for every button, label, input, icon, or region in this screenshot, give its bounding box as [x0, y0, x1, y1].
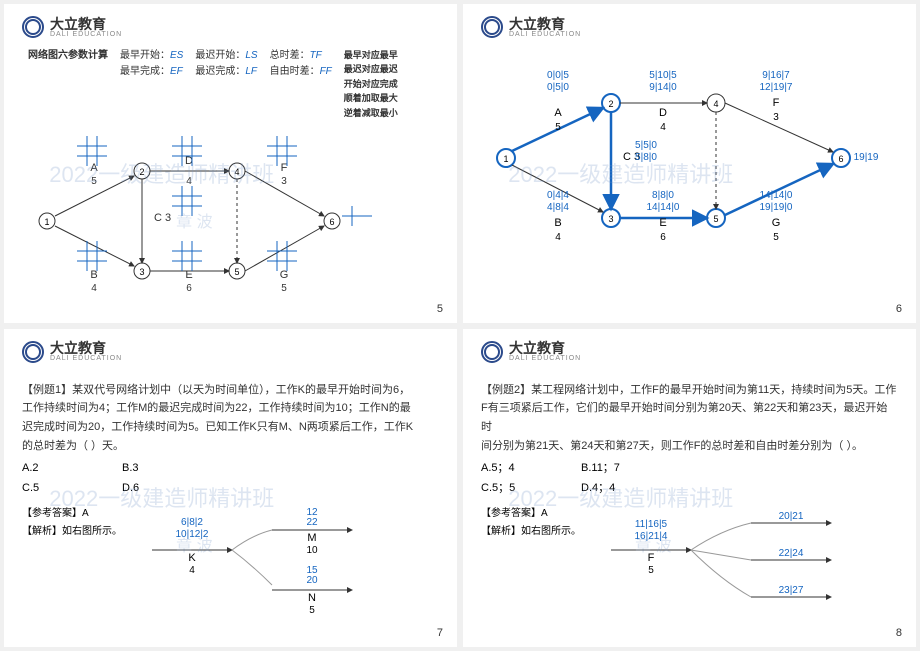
svg-text:5: 5 — [91, 176, 97, 187]
svg-text:14|14|0: 14|14|0 — [759, 190, 792, 201]
svg-text:4|8|4: 4|8|4 — [547, 202, 569, 213]
explanation: 【解析】如右图所示。 — [481, 523, 581, 541]
slide-6: 大立教育 DALI EDUCATION 1 2 3 4 5 6 — [463, 4, 916, 323]
svg-text:19|19|0: 19|19|0 — [759, 202, 792, 213]
svg-text:22|24: 22|24 — [779, 548, 804, 559]
network-diagram-5: 1 2 3 4 5 6 A 5 B 4 C 3 D 4 E 6 F — [22, 126, 439, 316]
svg-text:10|12|2: 10|12|2 — [175, 529, 208, 540]
options: A.5；4B.11；7 C.5；5D.4；4 — [481, 459, 898, 499]
svg-text:5: 5 — [555, 122, 561, 133]
svg-text:3: 3 — [281, 176, 287, 187]
legend-title: 网络图六参数计算 — [28, 48, 108, 120]
svg-text:F: F — [648, 552, 655, 564]
svg-text:12|19|7: 12|19|7 — [759, 82, 792, 93]
svg-text:1: 1 — [44, 217, 49, 227]
svg-text:6: 6 — [660, 232, 666, 243]
svg-text:16|21|4: 16|21|4 — [634, 531, 667, 542]
svg-text:C 3: C 3 — [154, 212, 171, 224]
svg-text:5: 5 — [281, 283, 287, 294]
svg-text:2: 2 — [139, 167, 144, 177]
question-text: 【例题2】某工程网络计划中，工作F的最早开始时间为第11天，持续时间为5天。工作… — [481, 381, 898, 456]
svg-text:0|0|5: 0|0|5 — [547, 70, 569, 81]
svg-text:4: 4 — [234, 167, 239, 177]
answer: 【参考答案】A — [22, 505, 122, 523]
svg-text:4: 4 — [660, 122, 666, 133]
brand-sub: DALI EDUCATION — [50, 31, 122, 38]
svg-text:14|14|0: 14|14|0 — [646, 202, 679, 213]
svg-text:5: 5 — [234, 267, 239, 277]
svg-text:4: 4 — [91, 283, 97, 294]
svg-text:5|10|5: 5|10|5 — [649, 70, 677, 81]
svg-text:5: 5 — [309, 605, 315, 615]
svg-text:6: 6 — [186, 283, 192, 294]
svg-text:D: D — [659, 107, 667, 119]
svg-text:20|21: 20|21 — [779, 511, 804, 522]
svg-text:B: B — [554, 217, 561, 229]
svg-text:K: K — [188, 552, 196, 564]
svg-text:5: 5 — [773, 232, 779, 243]
svg-text:9|14|0: 9|14|0 — [649, 82, 677, 93]
svg-text:A: A — [554, 107, 562, 119]
network-diagram-6: 1 2 3 4 5 6 A 5 B 4 C 3 D 4 E 6 F — [481, 48, 898, 268]
svg-text:1: 1 — [503, 154, 508, 164]
logo-icon — [481, 16, 503, 38]
svg-text:G: G — [772, 217, 781, 229]
svg-text:6|8|2: 6|8|2 — [181, 517, 203, 528]
svg-text:E: E — [659, 217, 666, 229]
svg-text:11|16|5: 11|16|5 — [635, 519, 668, 530]
svg-text:5|5|0: 5|5|0 — [635, 140, 657, 151]
options: A.2B.3 C.5D.6 — [22, 459, 439, 499]
svg-text:3: 3 — [139, 267, 144, 277]
legend: 网络图六参数计算 最早开始：ES 最早完成：EF 最迟开始：LS 最迟完成：LF… — [28, 48, 439, 120]
svg-text:M: M — [307, 532, 316, 544]
svg-text:9|16|7: 9|16|7 — [762, 70, 790, 81]
diagram-7: 6|8|2 10|12|2 K 4 12 22 M 10 15 20 N 5 — [142, 505, 372, 615]
brand-header: 大立教育 DALI EDUCATION — [481, 16, 898, 38]
svg-text:4: 4 — [555, 232, 561, 243]
svg-text:22: 22 — [306, 517, 318, 528]
svg-text:6: 6 — [329, 217, 334, 227]
svg-text:3: 3 — [608, 214, 613, 224]
svg-text:3: 3 — [773, 112, 779, 123]
svg-text:10: 10 — [306, 545, 318, 556]
svg-text:5: 5 — [713, 214, 718, 224]
svg-text:0|4|4: 0|4|4 — [547, 190, 569, 201]
svg-text:5|8|0: 5|8|0 — [635, 152, 657, 163]
brand-name: 大立教育 — [50, 17, 122, 31]
explanation: 【解析】如右图所示。 — [22, 523, 122, 541]
svg-text:N: N — [308, 592, 316, 604]
answer: 【参考答案】A — [481, 505, 581, 523]
brand-header: 大立教育 DALI EDUCATION — [22, 16, 439, 38]
brand-header: 大立教育 DALI EDUCATION — [22, 341, 439, 363]
question-text: 【例题1】某双代号网络计划中（以天为时间单位），工作K的最早开始时间为6， 工作… — [22, 381, 439, 456]
page-number: 8 — [896, 627, 902, 639]
slide-5: 大立教育 DALI EDUCATION 网络图六参数计算 最早开始：ES 最早完… — [4, 4, 457, 323]
page-number: 5 — [437, 303, 443, 315]
page-number: 6 — [896, 303, 902, 315]
brand-header: 大立教育 DALI EDUCATION — [481, 341, 898, 363]
slide-7: 大立教育 DALI EDUCATION 【例题1】某双代号网络计划中（以天为时间… — [4, 329, 457, 648]
svg-text:23|27: 23|27 — [779, 585, 804, 596]
svg-text:4: 4 — [189, 565, 195, 576]
svg-text:4: 4 — [186, 176, 192, 187]
svg-text:19|19: 19|19 — [854, 152, 879, 163]
svg-text:5: 5 — [648, 565, 654, 576]
logo-icon — [22, 16, 44, 38]
page-number: 7 — [437, 627, 443, 639]
svg-text:0|5|0: 0|5|0 — [547, 82, 569, 93]
logo-icon — [22, 341, 44, 363]
diagram-8: 11|16|5 16|21|4 F 5 20|21 22|24 23|27 — [601, 505, 851, 625]
svg-text:F: F — [773, 97, 780, 109]
svg-text:2: 2 — [608, 99, 613, 109]
svg-text:8|8|0: 8|8|0 — [652, 190, 674, 201]
slide-8: 大立教育 DALI EDUCATION 【例题2】某工程网络计划中，工作F的最早… — [463, 329, 916, 648]
svg-text:20: 20 — [306, 575, 318, 586]
svg-text:4: 4 — [713, 99, 718, 109]
svg-text:6: 6 — [838, 154, 843, 164]
logo-icon — [481, 341, 503, 363]
